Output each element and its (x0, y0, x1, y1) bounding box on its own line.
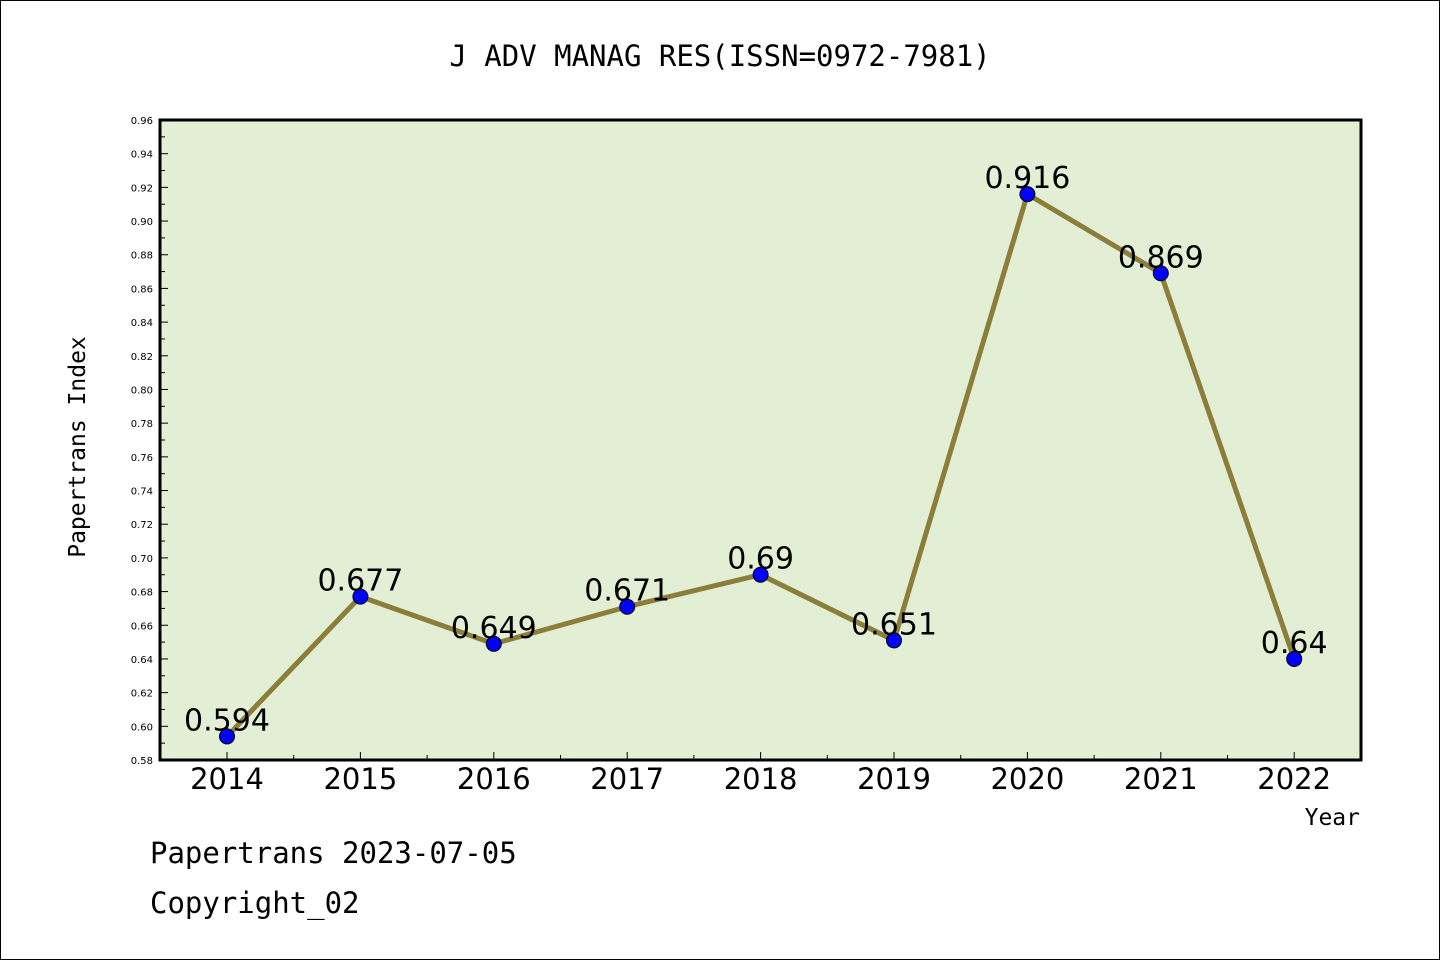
data-label: 0.677 (317, 564, 403, 599)
y-tick-label: 0.76 (131, 453, 153, 464)
x-tick-label: 2015 (323, 762, 397, 796)
y-tick-label: 0.74 (131, 487, 153, 498)
x-tick-label: 2016 (457, 762, 531, 796)
y-tick-label: 0.60 (131, 722, 153, 733)
x-tick-label: 2018 (724, 762, 798, 796)
y-tick-label: 0.82 (131, 352, 153, 363)
y-tick-label: 0.88 (131, 251, 153, 262)
y-tick-label: 0.58 (131, 756, 153, 767)
data-point (1152, 265, 1169, 282)
series-layer (219, 186, 1303, 745)
data-point (219, 728, 235, 745)
y-tick-label: 0.92 (131, 183, 153, 194)
footer-copyright: Copyright_02 (150, 886, 360, 920)
data-label: 0.869 (1118, 240, 1204, 275)
y-tick-label: 0.78 (131, 419, 153, 430)
x-axis-label: Year (1305, 805, 1360, 831)
x-axis: 2014 2015 2016 2017 2018 2019 2020 2021 2022 (190, 752, 1331, 796)
y-tick-label: 0.96 (131, 116, 153, 127)
y-tick-label: 0.64 (131, 655, 153, 666)
data-point (485, 635, 502, 652)
data-point (1019, 186, 1036, 203)
data-label: 0.651 (851, 607, 937, 642)
data-label: 0.64 (1261, 626, 1328, 661)
data-label: 0.594 (184, 703, 270, 738)
y-tick-label: 0.94 (131, 150, 153, 161)
y-tick-label: 0.72 (131, 520, 153, 531)
data-point (1286, 650, 1303, 667)
y-axis: 0.58 0.60 0.62 0.64 0.66 0.68 0.70 0.72 0.74 0.76… (131, 116, 168, 767)
x-tick-label: 2022 (1257, 762, 1331, 796)
x-tick-label: 2014 (190, 762, 264, 796)
y-tick-label: 0.66 (131, 621, 153, 632)
data-label: 0.649 (451, 611, 537, 646)
data-label: 0.671 (584, 574, 670, 609)
plot-area (158, 118, 1363, 762)
y-tick-label: 0.68 (131, 588, 153, 599)
y-tick-label: 0.70 (131, 554, 153, 565)
x-tick-label: 2021 (1124, 762, 1198, 796)
y-tick-label: 0.84 (131, 318, 153, 329)
data-label: 0.916 (984, 161, 1070, 196)
data-point (619, 598, 636, 615)
y-axis-label: Papertrans Index (65, 336, 91, 558)
chart-title: J ADV MANAG RES(ISSN=0972-7981) (449, 39, 990, 73)
x-tick-label: 2020 (990, 762, 1064, 796)
footer-source: Papertrans 2023-07-05 (150, 836, 517, 870)
data-label: 0.69 (727, 542, 794, 577)
x-tick-label: 2017 (590, 762, 664, 796)
y-tick-label: 0.86 (131, 284, 153, 295)
x-tick-label: 2019 (857, 762, 931, 796)
data-labels: 0.594 0.677 0.649 0.671 0.69 0.651 0.916 0.869 0… (184, 161, 1328, 738)
y-tick-label: 0.62 (131, 689, 153, 700)
data-point (352, 588, 369, 605)
y-tick-label: 0.90 (131, 217, 153, 228)
data-point (752, 566, 769, 583)
y-tick-label: 0.80 (131, 385, 153, 396)
data-point (886, 632, 902, 649)
